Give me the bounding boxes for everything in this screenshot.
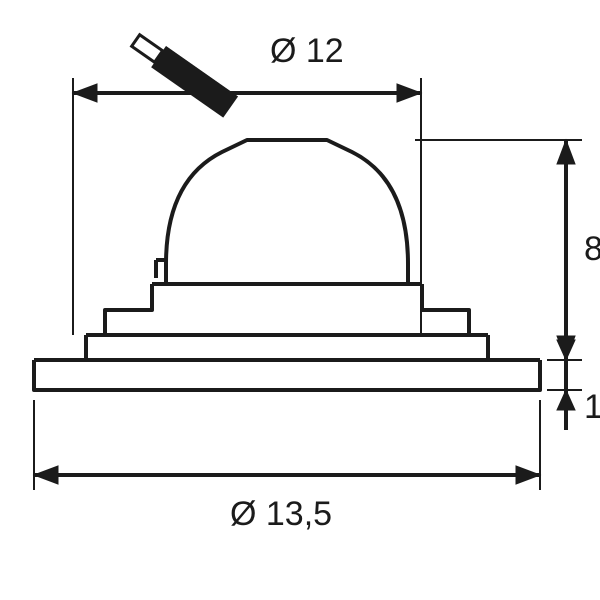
top-dimension [73, 78, 421, 335]
saw-icon [128, 22, 244, 118]
right-dimensions [415, 140, 582, 430]
height-main-label: 8 [584, 230, 600, 268]
dimension-drawing: Ø 12 [0, 0, 600, 600]
cutout-diameter-label: Ø 12 [270, 32, 344, 70]
height-flange-label: 1 [584, 388, 600, 426]
bottom-dimension [34, 400, 540, 490]
outer-diameter-label: Ø 13,5 [230, 495, 332, 533]
fixture-body [34, 140, 540, 390]
